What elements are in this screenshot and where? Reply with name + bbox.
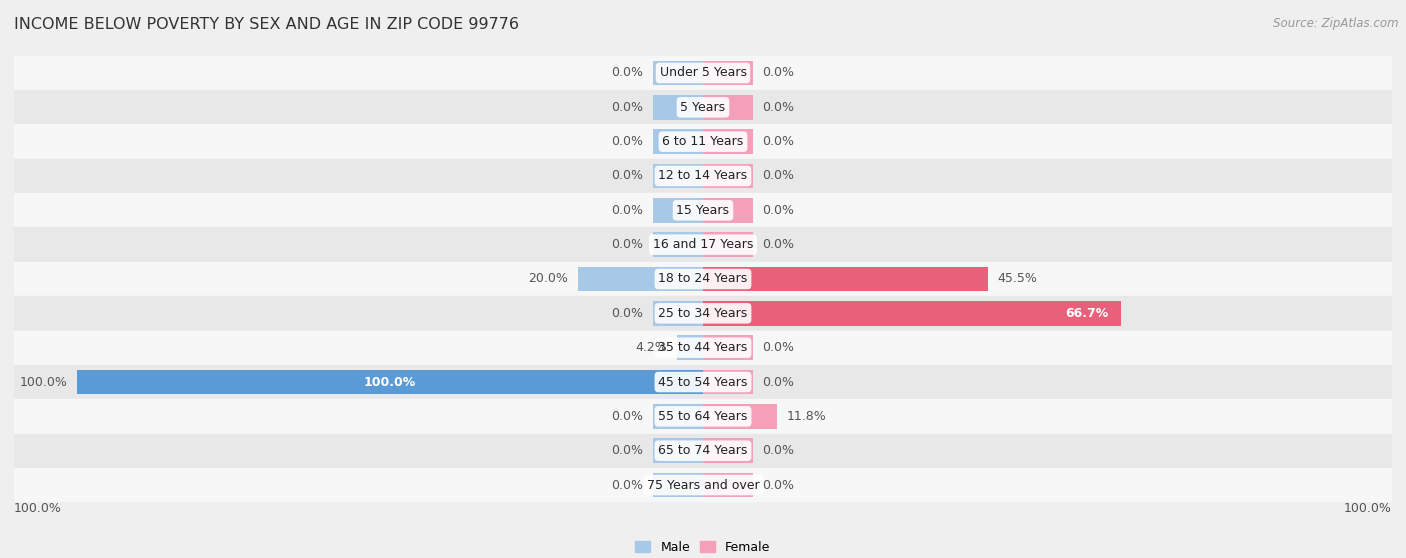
Text: 0.0%: 0.0% — [612, 135, 644, 148]
Bar — [652, 301, 703, 326]
Text: 15 Years: 15 Years — [676, 204, 730, 217]
Bar — [703, 61, 754, 85]
Text: 0.0%: 0.0% — [612, 479, 644, 492]
Bar — [703, 439, 754, 463]
Bar — [77, 369, 703, 395]
Text: 18 to 24 Years: 18 to 24 Years — [658, 272, 748, 286]
Text: 0.0%: 0.0% — [762, 170, 794, 182]
Bar — [703, 369, 754, 395]
Bar — [652, 163, 703, 189]
Text: 4.2%: 4.2% — [636, 341, 668, 354]
Text: 0.0%: 0.0% — [762, 479, 794, 492]
Bar — [703, 301, 1121, 326]
Bar — [703, 335, 754, 360]
Bar — [652, 95, 703, 119]
Bar — [14, 399, 1392, 434]
Text: 45.5%: 45.5% — [997, 272, 1038, 286]
Text: 0.0%: 0.0% — [612, 66, 644, 79]
Legend: Male, Female: Male, Female — [636, 541, 770, 554]
Text: 16 and 17 Years: 16 and 17 Years — [652, 238, 754, 251]
Text: 0.0%: 0.0% — [762, 444, 794, 457]
Bar — [14, 90, 1392, 124]
Bar — [703, 198, 754, 223]
Text: 100.0%: 100.0% — [14, 502, 62, 515]
Bar — [703, 267, 988, 291]
Text: Source: ZipAtlas.com: Source: ZipAtlas.com — [1274, 17, 1399, 30]
Bar — [703, 404, 778, 429]
Bar — [14, 159, 1392, 193]
Text: 12 to 14 Years: 12 to 14 Years — [658, 170, 748, 182]
Text: 100.0%: 100.0% — [20, 376, 67, 388]
Text: 20.0%: 20.0% — [529, 272, 568, 286]
Bar — [578, 267, 703, 291]
Bar — [703, 232, 754, 257]
Text: 0.0%: 0.0% — [762, 135, 794, 148]
Bar — [676, 335, 703, 360]
Text: 55 to 64 Years: 55 to 64 Years — [658, 410, 748, 423]
Text: 0.0%: 0.0% — [762, 204, 794, 217]
Bar — [652, 198, 703, 223]
Text: 100.0%: 100.0% — [1344, 502, 1392, 515]
Bar — [14, 296, 1392, 330]
Text: 0.0%: 0.0% — [762, 341, 794, 354]
Text: 0.0%: 0.0% — [612, 307, 644, 320]
Text: 100.0%: 100.0% — [364, 376, 416, 388]
Bar — [14, 365, 1392, 399]
Text: 0.0%: 0.0% — [762, 101, 794, 114]
Bar — [703, 95, 754, 119]
Text: 0.0%: 0.0% — [612, 170, 644, 182]
Text: Under 5 Years: Under 5 Years — [659, 66, 747, 79]
Bar — [703, 129, 754, 154]
Text: 0.0%: 0.0% — [762, 66, 794, 79]
Text: 5 Years: 5 Years — [681, 101, 725, 114]
Bar — [652, 404, 703, 429]
Text: 0.0%: 0.0% — [612, 238, 644, 251]
Text: 45 to 54 Years: 45 to 54 Years — [658, 376, 748, 388]
Text: 0.0%: 0.0% — [612, 101, 644, 114]
Bar — [14, 468, 1392, 502]
Text: 11.8%: 11.8% — [786, 410, 827, 423]
Bar — [652, 129, 703, 154]
Text: 35 to 44 Years: 35 to 44 Years — [658, 341, 748, 354]
Bar — [652, 473, 703, 497]
Bar — [652, 439, 703, 463]
Bar — [703, 473, 754, 497]
Text: INCOME BELOW POVERTY BY SEX AND AGE IN ZIP CODE 99776: INCOME BELOW POVERTY BY SEX AND AGE IN Z… — [14, 17, 519, 32]
Text: 25 to 34 Years: 25 to 34 Years — [658, 307, 748, 320]
Bar — [14, 330, 1392, 365]
Text: 6 to 11 Years: 6 to 11 Years — [662, 135, 744, 148]
Bar — [652, 232, 703, 257]
Bar — [14, 434, 1392, 468]
Text: 0.0%: 0.0% — [762, 376, 794, 388]
Text: 0.0%: 0.0% — [762, 238, 794, 251]
Bar — [14, 56, 1392, 90]
Bar — [14, 228, 1392, 262]
Bar — [14, 262, 1392, 296]
Text: 0.0%: 0.0% — [612, 204, 644, 217]
Text: 0.0%: 0.0% — [612, 410, 644, 423]
Bar — [14, 124, 1392, 159]
Text: 65 to 74 Years: 65 to 74 Years — [658, 444, 748, 457]
Bar — [652, 61, 703, 85]
Bar — [14, 193, 1392, 228]
Text: 75 Years and over: 75 Years and over — [647, 479, 759, 492]
Bar — [703, 163, 754, 189]
Text: 0.0%: 0.0% — [612, 444, 644, 457]
Text: 66.7%: 66.7% — [1064, 307, 1108, 320]
